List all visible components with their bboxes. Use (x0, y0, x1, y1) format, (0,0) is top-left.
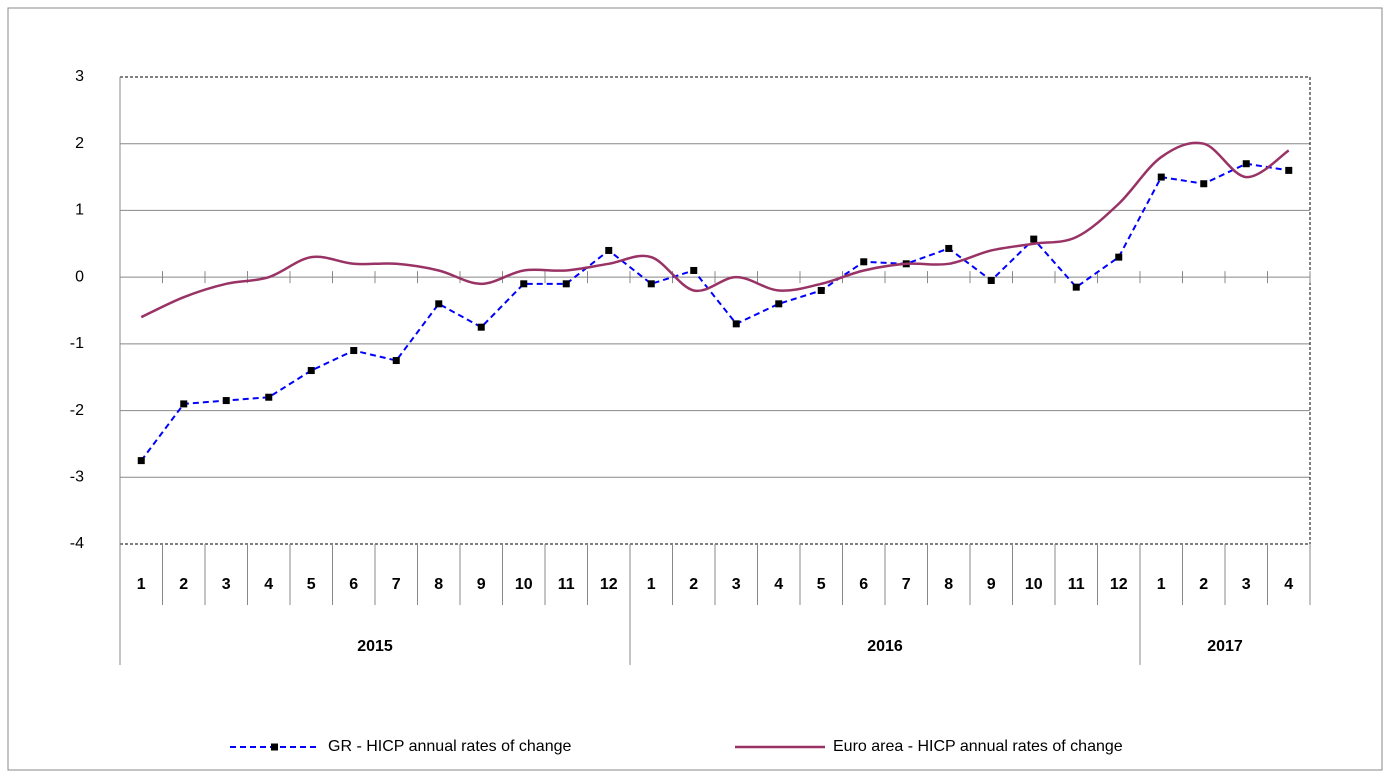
data-point (775, 300, 783, 308)
data-point (987, 276, 995, 284)
y-tick-label: 2 (75, 135, 84, 152)
x-tick-label: 3 (1242, 576, 1251, 593)
data-point (180, 400, 188, 408)
x-tick-label: 5 (307, 576, 316, 593)
data-point (520, 280, 528, 288)
series-line (140, 162, 1289, 462)
x-tick-label: 11 (1068, 576, 1085, 593)
x-tick-label: 12 (1110, 576, 1128, 593)
data-point (1157, 173, 1165, 181)
y-tick-label: 0 (75, 268, 84, 285)
y-tick-label: -3 (70, 469, 84, 486)
x-tick-label: 2 (179, 576, 188, 593)
x-tick-label: 12 (600, 576, 618, 593)
data-point (307, 367, 315, 375)
y-tick-label: -1 (70, 335, 84, 352)
x-tick-label: 10 (515, 576, 533, 593)
legend-marker (271, 743, 278, 751)
group-label: 2017 (1207, 638, 1243, 655)
y-tick-label: 3 (75, 68, 84, 85)
data-point (137, 457, 145, 465)
data-point (1242, 160, 1250, 168)
x-tick-label: 4 (1284, 576, 1293, 593)
x-tick-label: 1 (1157, 576, 1166, 593)
x-tick-label: 1 (137, 576, 146, 593)
x-tick-label: 3 (732, 576, 741, 593)
x-tick-label: 6 (859, 576, 868, 593)
data-point (647, 280, 655, 288)
x-tick-label: 1 (647, 576, 656, 593)
data-point (350, 347, 358, 355)
x-tick-label: 3 (222, 576, 231, 593)
y-tick-label: -4 (70, 535, 84, 552)
legend-label: GR - HICP annual rates of change (328, 738, 571, 755)
data-point (222, 397, 230, 405)
y-tick-label: 1 (75, 202, 84, 219)
x-tick-label: 4 (774, 576, 783, 593)
x-tick-label: 6 (349, 576, 358, 593)
legend-label: Euro area - HICP annual rates of change (833, 738, 1123, 755)
data-point (690, 266, 698, 274)
x-tick-label: 4 (264, 576, 273, 593)
x-tick-label: 2 (689, 576, 698, 593)
data-point (265, 393, 273, 401)
x-tick-label: 10 (1025, 576, 1043, 593)
x-tick-label: 7 (392, 576, 401, 593)
data-point (1200, 180, 1208, 188)
x-tick-label: 8 (944, 576, 953, 593)
chart-border (7, 7, 1383, 771)
x-tick-label: 2 (1199, 576, 1208, 593)
data-point (1030, 235, 1038, 243)
data-point (860, 258, 868, 266)
data-point (392, 357, 400, 365)
x-tick-label: 5 (817, 576, 826, 593)
series-line (140, 141, 1290, 319)
group-label: 2015 (357, 638, 393, 655)
group-label: 2016 (867, 638, 903, 655)
data-point (732, 320, 740, 328)
x-tick-label: 9 (477, 576, 486, 593)
data-point (477, 323, 485, 331)
x-tick-label: 9 (987, 576, 996, 593)
data-point (1285, 166, 1293, 174)
data-point (1115, 253, 1123, 261)
data-point (817, 286, 825, 294)
x-tick-label: 7 (902, 576, 911, 593)
data-point (945, 244, 953, 252)
x-tick-label: 11 (558, 576, 575, 593)
y-tick-label: -2 (70, 402, 84, 419)
data-point (562, 280, 570, 288)
data-point (605, 246, 613, 254)
x-tick-label: 8 (434, 576, 443, 593)
data-point (1072, 283, 1080, 291)
data-point (435, 300, 443, 308)
